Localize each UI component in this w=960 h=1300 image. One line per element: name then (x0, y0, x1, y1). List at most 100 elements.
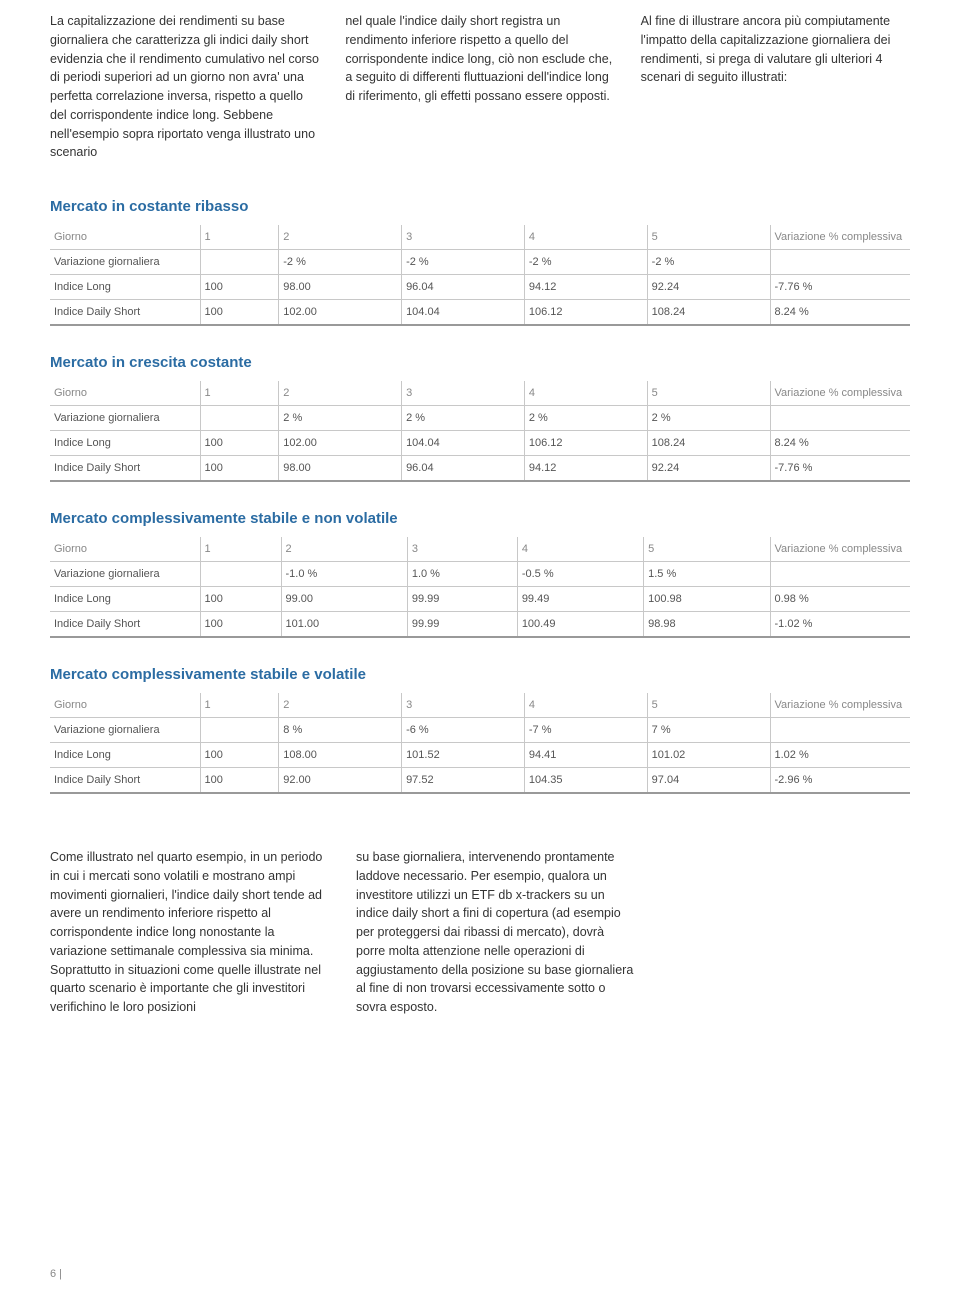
table-cell: 101.00 (281, 612, 407, 638)
section-title: Mercato complessivamente stabile e volat… (50, 666, 910, 683)
tables-container: Mercato in costante ribassoGiorno12345Va… (50, 198, 910, 794)
table-header-cell: 5 (647, 381, 770, 406)
table-header-cell: 3 (402, 693, 525, 718)
table-cell: 97.52 (402, 768, 525, 794)
table-header-cell: Variazione % complessiva (770, 537, 910, 562)
table-cell: 97.04 (647, 768, 770, 794)
table-cell: 99.99 (407, 612, 517, 638)
table-cell (770, 250, 910, 275)
table-header-cell: 4 (524, 225, 647, 250)
table-cell: -1.0 % (281, 562, 407, 587)
table-cell: 92.00 (279, 768, 402, 794)
table-cell: 102.00 (279, 431, 402, 456)
table-cell: 1.02 % (770, 743, 910, 768)
bottom-col-1: Come illustrato nel quarto esempio, in u… (50, 848, 330, 1017)
table-cell (770, 406, 910, 431)
table-cell: 96.04 (402, 275, 525, 300)
table-cell: 101.52 (402, 743, 525, 768)
table-row: Variazione giornaliera-2 %-2 %-2 %-2 % (50, 250, 910, 275)
table-cell: 96.04 (402, 456, 525, 482)
intro-col-1: La capitalizzazione dei rendimenti su ba… (50, 12, 319, 162)
table-cell: 8 % (279, 718, 402, 743)
table-cell: -2.96 % (770, 768, 910, 794)
table-cell: 108.24 (647, 300, 770, 326)
row-label: Indice Daily Short (50, 768, 200, 794)
table-cell: 8.24 % (770, 300, 910, 326)
table-cell: 94.12 (524, 275, 647, 300)
table-header-cell: 2 (279, 693, 402, 718)
table-cell: 100 (200, 768, 279, 794)
row-label: Indice Daily Short (50, 456, 200, 482)
table-cell: 92.24 (647, 275, 770, 300)
table-cell: 100 (200, 612, 281, 638)
table-row: Indice Long100108.00101.5294.41101.021.0… (50, 743, 910, 768)
table-cell: 94.41 (524, 743, 647, 768)
table-cell: 99.00 (281, 587, 407, 612)
row-label: Indice Long (50, 275, 200, 300)
table-header-cell: Giorno (50, 537, 200, 562)
data-table: Giorno12345Variazione % complessivaVaria… (50, 537, 910, 638)
table-row: Indice Long10099.0099.9999.49100.980.98 … (50, 587, 910, 612)
table-cell: 99.99 (407, 587, 517, 612)
table-cell: 100.49 (517, 612, 643, 638)
table-row: Indice Daily Short10098.0096.0494.1292.2… (50, 456, 910, 482)
table-header-cell: 4 (517, 537, 643, 562)
table-row: Indice Daily Short100102.00104.04106.121… (50, 300, 910, 326)
table-header-cell: 1 (200, 693, 279, 718)
table-cell: 98.00 (279, 456, 402, 482)
section-title: Mercato complessivamente stabile e non v… (50, 510, 910, 527)
table-cell: 2 % (524, 406, 647, 431)
table-header-cell: 4 (524, 381, 647, 406)
intro-columns: La capitalizzazione dei rendimenti su ba… (50, 12, 910, 162)
bottom-col-2: su base giornaliera, intervenendo pronta… (356, 848, 636, 1017)
intro-col-3: Al fine di illustrare ancora più compiut… (641, 12, 910, 162)
table-cell: 104.04 (402, 300, 525, 326)
table-cell: 108.00 (279, 743, 402, 768)
table-cell: 98.98 (644, 612, 770, 638)
table-cell: 98.00 (279, 275, 402, 300)
table-header-cell: Giorno (50, 693, 200, 718)
table-cell (200, 406, 279, 431)
table-cell: 92.24 (647, 456, 770, 482)
table-cell: 94.12 (524, 456, 647, 482)
table-cell: 100 (200, 300, 279, 326)
table-cell: 100 (200, 431, 279, 456)
table-cell: -0.5 % (517, 562, 643, 587)
table-cell: 2 % (402, 406, 525, 431)
table-cell (200, 562, 281, 587)
row-label: Variazione giornaliera (50, 406, 200, 431)
table-header-cell: 1 (200, 225, 279, 250)
table-cell: 106.12 (524, 300, 647, 326)
table-cell: 100 (200, 456, 279, 482)
table-cell: 102.00 (279, 300, 402, 326)
table-cell (770, 562, 910, 587)
row-label: Variazione giornaliera (50, 250, 200, 275)
table-header-cell: 4 (524, 693, 647, 718)
bottom-columns: Come illustrato nel quarto esempio, in u… (50, 848, 910, 1017)
data-table: Giorno12345Variazione % complessivaVaria… (50, 225, 910, 326)
table-cell: 104.04 (402, 431, 525, 456)
row-label: Indice Long (50, 431, 200, 456)
table-cell: 108.24 (647, 431, 770, 456)
table-cell: 100 (200, 587, 281, 612)
table-header-cell: 2 (279, 381, 402, 406)
table-cell: -6 % (402, 718, 525, 743)
table-row: Indice Long100102.00104.04106.12108.248.… (50, 431, 910, 456)
table-cell: -1.02 % (770, 612, 910, 638)
table-header-cell: 5 (644, 537, 770, 562)
table-header-cell: 1 (200, 537, 281, 562)
table-cell (200, 718, 279, 743)
table-cell: 2 % (647, 406, 770, 431)
table-header-cell: Giorno (50, 381, 200, 406)
intro-col-2: nel quale l'indice daily short registra … (345, 12, 614, 162)
data-table: Giorno12345Variazione % complessivaVaria… (50, 693, 910, 794)
page-footer: 6 | (50, 1268, 62, 1280)
table-cell: 100 (200, 275, 279, 300)
table-row: Variazione giornaliera2 %2 %2 %2 % (50, 406, 910, 431)
table-header-cell: 1 (200, 381, 279, 406)
table-cell: 1.0 % (407, 562, 517, 587)
table-cell: -2 % (524, 250, 647, 275)
table-cell: -2 % (279, 250, 402, 275)
table-cell: -7 % (524, 718, 647, 743)
table-cell: 1.5 % (644, 562, 770, 587)
